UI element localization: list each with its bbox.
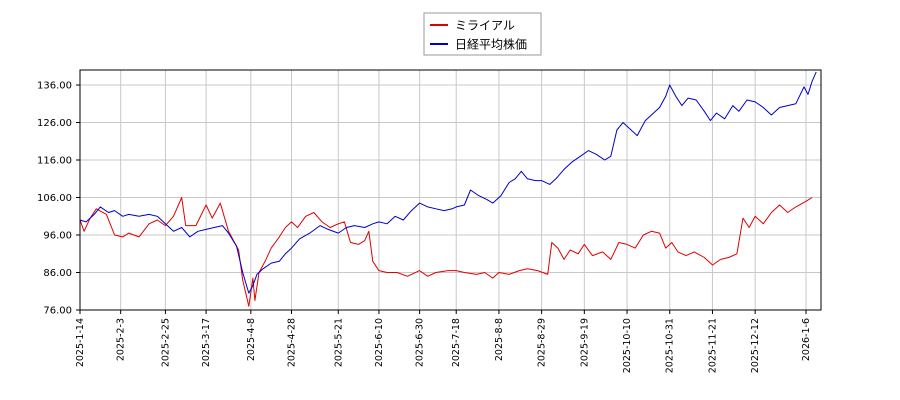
x-tick-label: 2025-8-29 [537,318,548,367]
y-axis: 76.00 86.00 96.00 106.00 116.00 126.00 136.00 [37,81,80,317]
x-tick-label: 2025-4-8 [246,318,257,361]
x-tick-label: 2025-11-21 [707,318,718,373]
x-tick-label: 2025-2-3 [116,318,127,361]
y-tick-label: 96.00 [43,231,72,242]
y-tick-label: 136.00 [37,81,72,92]
x-tick-label: 2025-3-17 [201,318,212,367]
x-axis: 2025-1-14 2025-2-3 2025-2-25 2025-3-17 2025-… [75,310,812,373]
y-tick-label: 86.00 [43,268,72,279]
y-tick-label: 116.00 [37,156,72,167]
series-line [79,197,813,307]
x-tick-label: 2025-2-25 [160,318,171,367]
chart-grid [79,70,821,311]
x-tick-label: 2025-10-10 [622,318,633,373]
x-tick-label: 2025-6-30 [415,318,426,367]
legend-label: ミライアル [455,19,515,33]
x-tick-label: 2025-8-8 [494,318,505,361]
x-tick-label: 2025-7-18 [451,318,462,367]
y-tick-label: 126.00 [37,118,72,129]
x-tick-label: 2026-1-6 [801,318,812,361]
x-tick-label: 2025-1-14 [75,318,86,367]
x-tick-label: 2025-10-31 [665,318,676,373]
y-tick-label: 106.00 [37,193,72,204]
x-tick-label: 2025-5-21 [333,318,344,367]
legend-label: 日経平均株価 [455,37,527,52]
series-line [79,71,817,294]
legend-box [423,12,542,56]
plot-area-frame [79,69,822,311]
x-tick-label: 2025-9-19 [579,318,590,367]
y-tick-label: 76.00 [43,306,72,317]
x-tick-label: 2025-12-12 [750,318,761,373]
x-tick-label: 2025-4-28 [286,318,297,367]
x-tick-label: 2025-6-10 [374,318,385,367]
chart-series-lines [79,71,817,307]
